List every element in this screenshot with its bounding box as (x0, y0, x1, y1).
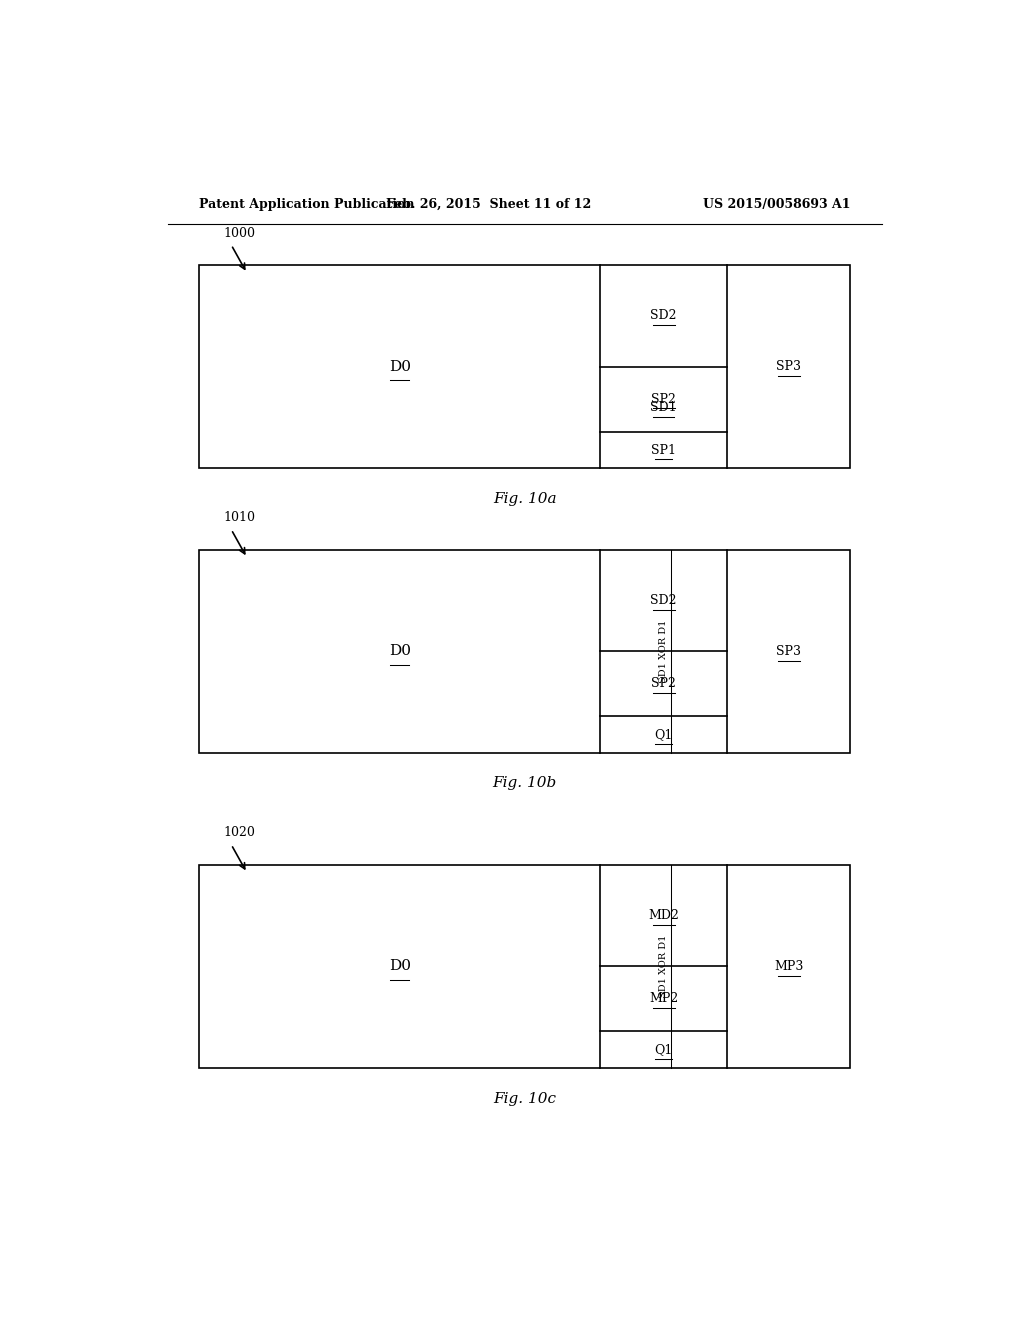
Text: MP2: MP2 (649, 993, 678, 1006)
Bar (200, 865, 850, 1068)
Bar (200, 265, 850, 469)
Text: MP3: MP3 (774, 960, 804, 973)
Text: 1020: 1020 (223, 826, 255, 840)
Text: 1000: 1000 (223, 227, 255, 240)
Text: SD2: SD2 (650, 309, 677, 322)
Text: SP2: SP2 (651, 677, 676, 690)
Text: D0: D0 (389, 360, 411, 374)
Text: MD2: MD2 (648, 909, 679, 923)
Text: Patent Application Publication: Patent Application Publication (200, 198, 415, 211)
Text: SD1 XOR D1: SD1 XOR D1 (659, 935, 669, 998)
Text: Fig. 10b: Fig. 10b (493, 776, 557, 791)
Text: D0: D0 (389, 960, 411, 973)
Text: SP3: SP3 (776, 360, 801, 374)
Text: Q1: Q1 (654, 729, 673, 742)
Text: SP3: SP3 (776, 645, 801, 657)
Text: SP2: SP2 (651, 393, 676, 405)
Text: SD1 XOR D1: SD1 XOR D1 (659, 619, 669, 682)
Text: SD2: SD2 (650, 594, 677, 607)
Text: 1010: 1010 (223, 511, 255, 524)
Text: SP1: SP1 (651, 444, 676, 457)
Bar (200, 549, 850, 752)
Text: Q1: Q1 (654, 1043, 673, 1056)
Text: D0: D0 (389, 644, 411, 659)
Text: Feb. 26, 2015  Sheet 11 of 12: Feb. 26, 2015 Sheet 11 of 12 (386, 198, 592, 211)
Text: Fig. 10a: Fig. 10a (493, 492, 557, 506)
Text: US 2015/0058693 A1: US 2015/0058693 A1 (702, 198, 850, 211)
Text: SD1: SD1 (650, 401, 677, 414)
Text: Fig. 10c: Fig. 10c (494, 1092, 556, 1106)
